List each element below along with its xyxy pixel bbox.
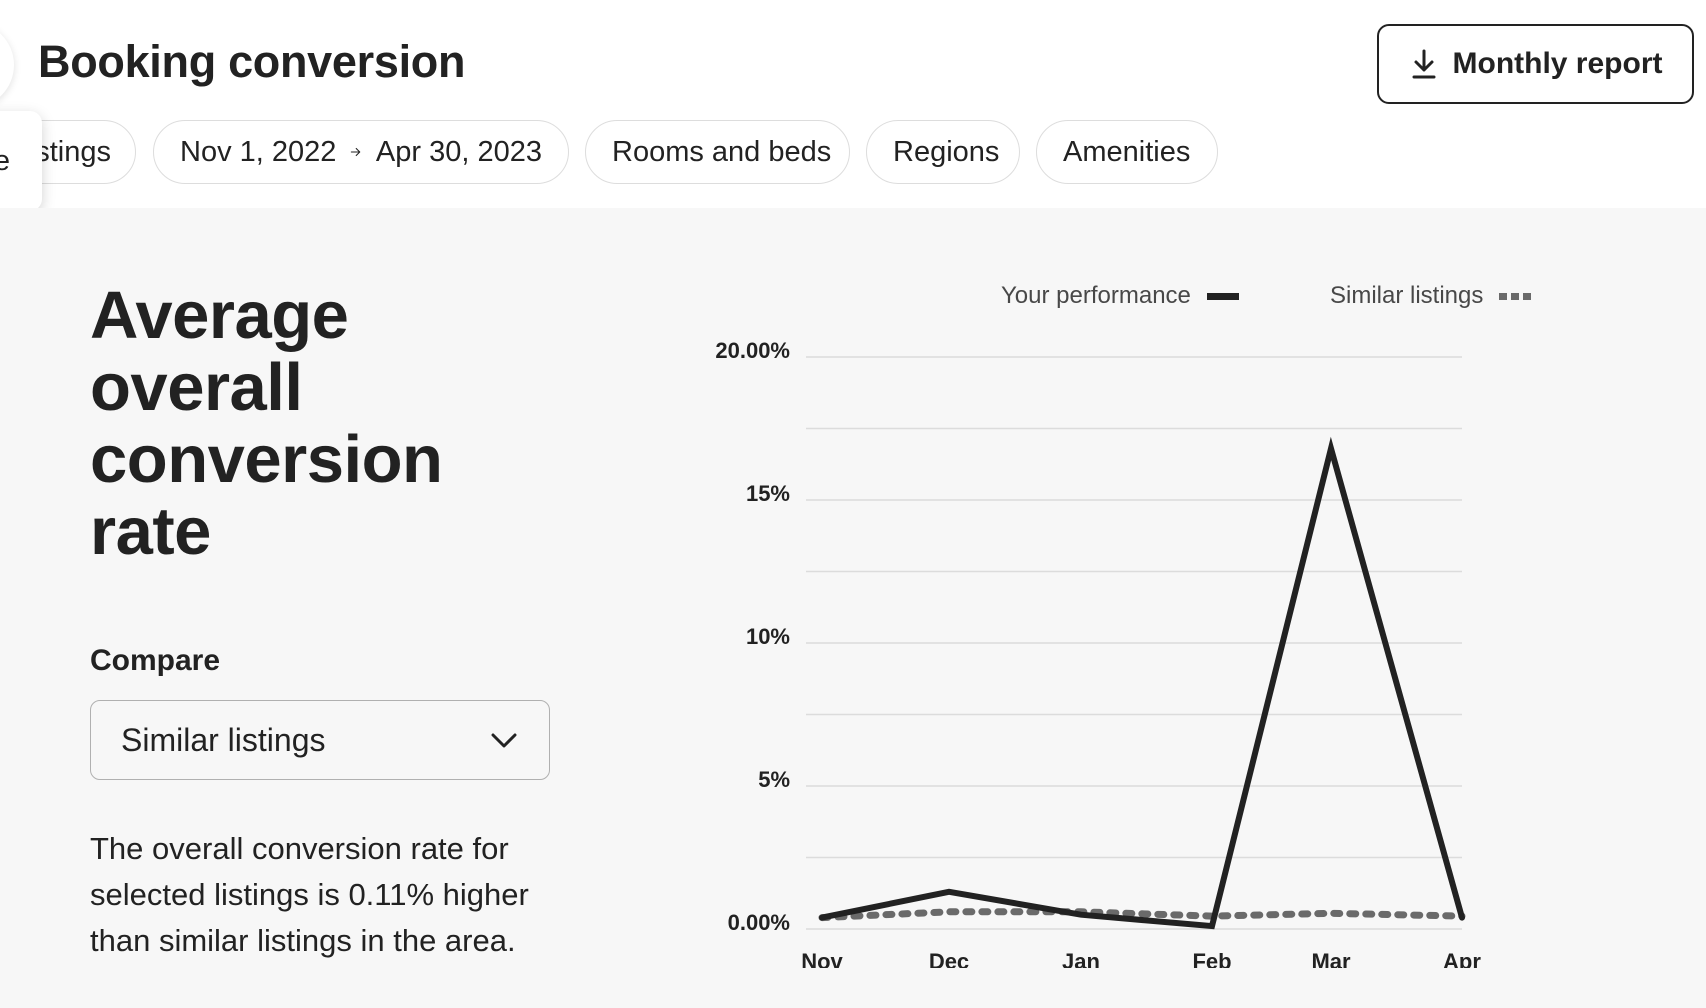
chevron-down-icon xyxy=(491,733,517,748)
date-end: Apr 30, 2023 xyxy=(375,135,542,168)
series-line-similar-listings xyxy=(818,908,1466,922)
y-tick-label: 10% xyxy=(746,624,790,649)
main-content: Average overall conversion rate Compare … xyxy=(0,208,1706,1008)
popover-menu[interactable]: e xyxy=(0,111,42,211)
y-tick-label: 5% xyxy=(758,767,790,792)
amenities-filter-chip[interactable]: Amenities xyxy=(1036,120,1218,184)
legend-similar-listings: Similar listings xyxy=(1330,282,1532,310)
compare-select-value: Similar listings xyxy=(121,721,326,758)
x-tick-label: Nov xyxy=(801,949,843,968)
header: Booking conversion Monthly report stings… xyxy=(0,0,1706,211)
y-tick-label: 0.00% xyxy=(728,910,790,935)
legend-dotted-swatch xyxy=(1499,292,1532,300)
compare-select[interactable]: Similar listings xyxy=(90,700,550,780)
y-tick-label: 20.00% xyxy=(715,338,790,363)
compare-label: Compare xyxy=(90,644,221,677)
regions-filter-label: Regions xyxy=(893,135,1000,168)
chart-svg: 20.00% 15% 10% 5% 0.00% Nov Dec Jan Feb Mar Apr xyxy=(715,338,1481,968)
date-range-chip[interactable]: Nov 1, 2022 Apr 30, 2023 xyxy=(153,120,569,184)
arrow-right-icon xyxy=(351,147,361,157)
y-tick-label: 15% xyxy=(746,481,790,506)
back-button[interactable] xyxy=(0,22,14,108)
x-tick-label: Mar xyxy=(1311,949,1351,968)
popover-text: e xyxy=(0,144,10,177)
x-tick-label: Dec xyxy=(929,949,969,968)
metric-title: Average overall conversion rate xyxy=(90,278,443,569)
download-icon xyxy=(1412,49,1435,79)
date-start: Nov 1, 2022 xyxy=(180,135,337,168)
legend-similar-listings-label: Similar listings xyxy=(1330,282,1484,309)
conversion-chart: 20.00% 15% 10% 5% 0.00% Nov Dec Jan Feb Mar Apr xyxy=(690,268,1590,968)
legend-your-performance: Your performance xyxy=(1001,282,1239,310)
x-tick-label: Feb xyxy=(1192,949,1231,968)
series-line-your-performance xyxy=(819,436,1465,930)
comparison-summary: The overall conversion rate for selected… xyxy=(90,831,529,958)
monthly-report-button[interactable]: Monthly report xyxy=(1377,24,1694,104)
legend-solid-swatch xyxy=(1206,292,1239,300)
rooms-filter-chip[interactable]: Rooms and beds xyxy=(585,120,850,184)
page-title: Booking conversion xyxy=(38,36,466,87)
amenities-filter-label: Amenities xyxy=(1063,135,1191,168)
listings-filter-label: stings xyxy=(35,135,111,168)
legend-your-performance-label: Your performance xyxy=(1001,282,1191,309)
x-tick-label: Jan xyxy=(1062,949,1100,968)
x-tick-label: Apr xyxy=(1443,949,1481,968)
regions-filter-chip[interactable]: Regions xyxy=(866,120,1020,184)
monthly-report-label: Monthly report xyxy=(1452,47,1663,80)
rooms-filter-label: Rooms and beds xyxy=(612,135,832,168)
